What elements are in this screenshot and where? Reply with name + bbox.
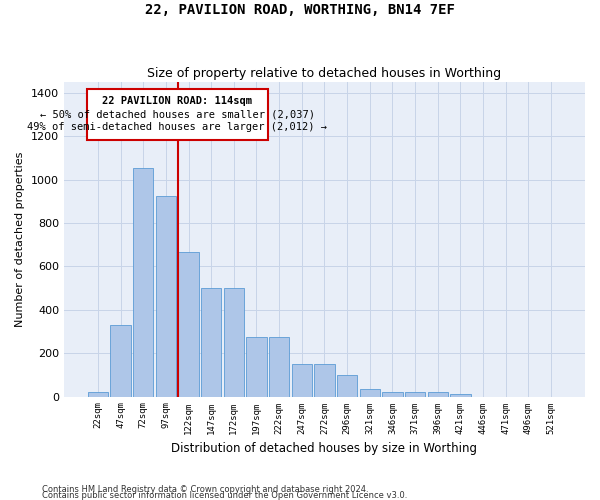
Bar: [450, 394, 470, 396]
Bar: [314, 364, 335, 396]
Bar: [246, 337, 266, 396]
Bar: [178, 252, 199, 396]
Text: 22, PAVILION ROAD, WORTHING, BN14 7EF: 22, PAVILION ROAD, WORTHING, BN14 7EF: [145, 2, 455, 16]
Text: 22 PAVILION ROAD: 114sqm: 22 PAVILION ROAD: 114sqm: [102, 96, 252, 106]
Bar: [382, 392, 403, 396]
Bar: [359, 389, 380, 396]
Bar: [133, 168, 154, 396]
X-axis label: Distribution of detached houses by size in Worthing: Distribution of detached houses by size …: [172, 442, 478, 455]
Title: Size of property relative to detached houses in Worthing: Size of property relative to detached ho…: [148, 66, 502, 80]
Text: Contains HM Land Registry data © Crown copyright and database right 2024.: Contains HM Land Registry data © Crown c…: [42, 484, 368, 494]
Bar: [88, 392, 108, 396]
Bar: [86, 88, 268, 140]
Bar: [292, 364, 312, 396]
Bar: [224, 288, 244, 397]
Text: Contains public sector information licensed under the Open Government Licence v3: Contains public sector information licen…: [42, 490, 407, 500]
Bar: [337, 375, 358, 396]
Y-axis label: Number of detached properties: Number of detached properties: [16, 152, 25, 327]
Bar: [269, 337, 289, 396]
Text: ← 50% of detached houses are smaller (2,037): ← 50% of detached houses are smaller (2,…: [40, 109, 314, 119]
Text: 49% of semi-detached houses are larger (2,012) →: 49% of semi-detached houses are larger (…: [27, 122, 327, 132]
Bar: [428, 392, 448, 396]
Bar: [155, 196, 176, 396]
Bar: [201, 288, 221, 397]
Bar: [110, 325, 131, 396]
Bar: [405, 392, 425, 396]
